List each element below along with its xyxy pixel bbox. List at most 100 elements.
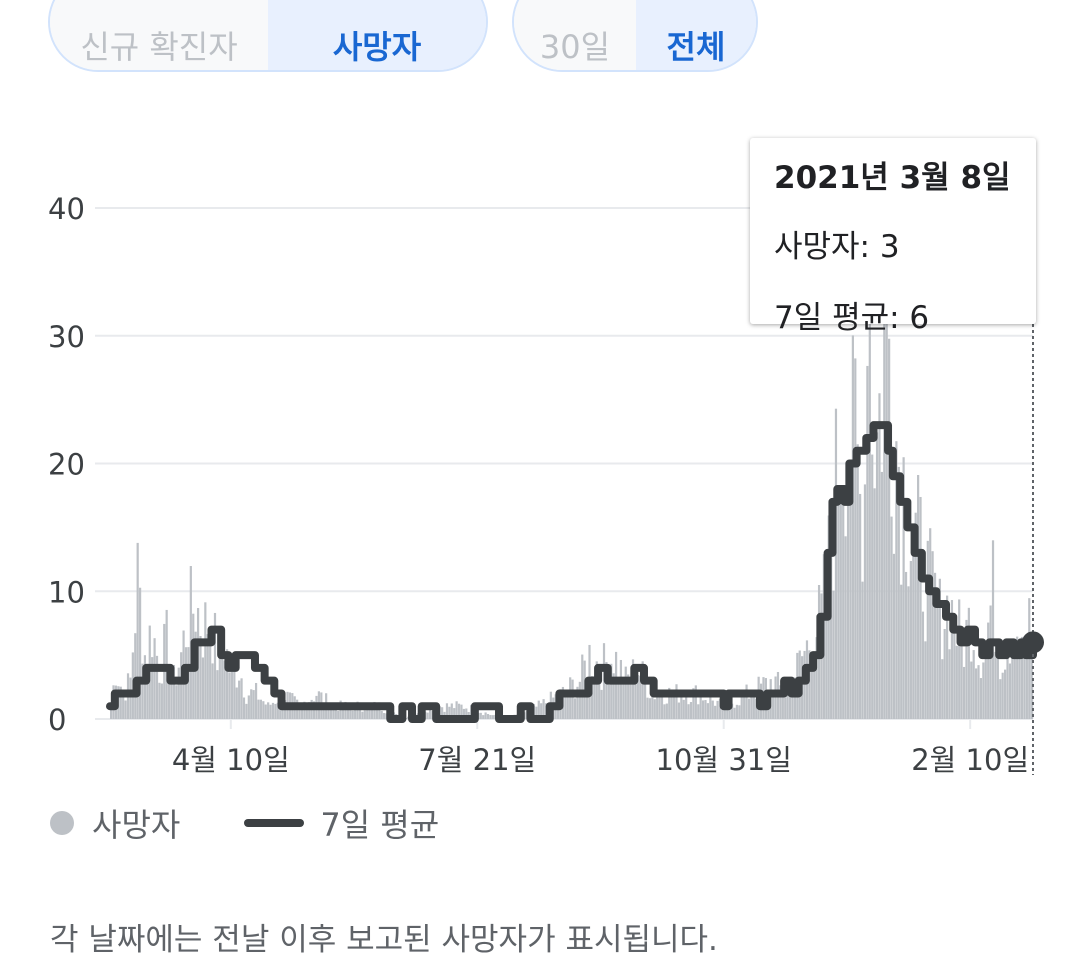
deaths-bar: [707, 703, 709, 719]
deaths-bar: [970, 662, 972, 719]
y-tick-label: 40: [48, 192, 85, 226]
deaths-bar: [274, 704, 276, 719]
deaths-bar: [248, 695, 250, 719]
x-tick-label: 10월 31일: [656, 743, 792, 777]
deaths-bar: [977, 665, 979, 719]
deaths-bar: [683, 700, 685, 719]
chart-legend: 사망자 7일 평균: [50, 800, 439, 846]
deaths-bar: [383, 713, 385, 719]
deaths-bar: [265, 705, 267, 719]
deaths-bar: [381, 711, 383, 719]
deaths-bar: [733, 708, 735, 719]
hover-point-marker: [1022, 631, 1044, 653]
deaths-bar: [216, 670, 218, 719]
deaths-bar: [968, 608, 970, 719]
deaths-bar: [228, 672, 230, 719]
deaths-bar: [376, 709, 378, 719]
tooltip-date: 2021년 3월 8일: [774, 152, 1012, 197]
x-tick-label: 4월 10일: [172, 743, 290, 777]
tooltip-average: 7일 평균: 6: [774, 292, 1012, 337]
deaths-bar: [260, 700, 262, 719]
deaths-bar: [917, 475, 919, 719]
deaths-bar: [980, 678, 982, 719]
deaths-bar: [129, 678, 131, 719]
deaths-bar: [893, 554, 895, 719]
deaths-bar: [685, 696, 687, 719]
deaths-bar: [975, 668, 977, 719]
deaths-bar: [482, 715, 484, 719]
deaths-bar: [245, 704, 247, 719]
deaths-bar: [1004, 670, 1006, 719]
deaths-bar: [837, 499, 839, 719]
deaths-bar: [929, 528, 931, 719]
x-tick-label: 7월 21일: [418, 743, 536, 777]
deaths-bar: [811, 668, 813, 719]
deaths-bar: [803, 651, 805, 719]
deaths-bar: [622, 683, 624, 719]
deaths-bar: [958, 599, 960, 719]
deaths-bar: [687, 704, 689, 719]
chart-footnote: 각 날짜에는 전날 이후 보고된 사망자가 표시됩니다.: [50, 914, 718, 959]
deaths-bar: [956, 646, 958, 719]
deaths-bar: [257, 700, 259, 719]
deaths-bar: [480, 713, 482, 719]
deaths-bar: [178, 668, 180, 719]
deaths-bar: [709, 695, 711, 719]
deaths-bar: [963, 667, 965, 719]
deaths-bar: [337, 711, 339, 719]
deaths-bar: [427, 713, 429, 719]
deaths-bar: [859, 494, 861, 719]
deaths-bar: [905, 572, 907, 719]
deaths-bar: [861, 582, 863, 719]
deaths-bar: [736, 705, 738, 719]
deaths-bar: [233, 671, 235, 719]
deaths-bar: [678, 703, 680, 719]
deaths-bar: [240, 678, 242, 719]
deaths-bar: [656, 696, 658, 719]
deaths-bar: [161, 684, 163, 719]
deaths-bar: [782, 695, 784, 719]
deaths-bar: [634, 685, 636, 719]
deaths-bar: [134, 633, 136, 719]
tooltip-deaths: 사망자: 3: [774, 221, 1012, 266]
deaths-bar: [572, 680, 574, 719]
deaths-bar: [743, 694, 745, 719]
deaths-legend-dot-icon: [50, 811, 74, 835]
deaths-bar: [842, 493, 844, 719]
deaths-bar: [941, 659, 943, 719]
deaths-bar: [874, 488, 876, 719]
deaths-bar: [666, 704, 668, 719]
deaths-bar: [927, 541, 929, 719]
deaths-bar: [716, 701, 718, 719]
chart-tooltip: 2021년 3월 8일 사망자: 3 7일 평균: 6: [750, 138, 1036, 324]
deaths-bar: [207, 634, 209, 719]
deaths-bar: [888, 339, 890, 719]
deaths-bar: [883, 299, 885, 719]
deaths-bar: [202, 657, 204, 719]
deaths-bar: [869, 310, 871, 719]
deaths-bar: [1014, 653, 1016, 719]
average-legend-line-icon: [244, 819, 304, 827]
deaths-bar: [857, 444, 859, 719]
deaths-bar: [987, 623, 989, 719]
deaths-bar: [211, 663, 213, 719]
deaths-bar: [651, 694, 653, 719]
deaths-bar: [352, 711, 354, 719]
deaths-bar: [924, 641, 926, 719]
deaths-bar: [847, 475, 849, 719]
deaths-bar: [661, 697, 663, 719]
deaths-bar: [700, 694, 702, 719]
deaths-bar: [871, 455, 873, 719]
deaths-bar: [748, 699, 750, 719]
deaths-bar: [487, 714, 489, 719]
deaths-bar: [992, 540, 994, 719]
deaths-bar: [364, 710, 366, 719]
deaths-bar: [832, 591, 834, 719]
deaths-bar: [255, 683, 257, 719]
deaths-bar: [579, 682, 581, 719]
deaths-bar: [845, 536, 847, 719]
deaths-bar: [936, 601, 938, 719]
deaths-bar: [267, 702, 269, 719]
deaths-bar: [990, 605, 992, 719]
